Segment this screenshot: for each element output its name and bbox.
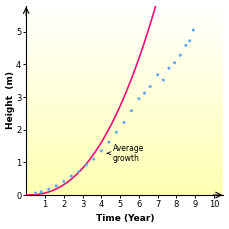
Point [92,157,96,161]
Bar [26,134,224,138]
Bar [26,85,224,89]
Y-axis label: Height  (m): Height (m) [5,71,15,129]
Point [34,191,37,195]
Bar [26,17,224,21]
Bar [26,74,224,78]
Bar [26,32,224,36]
Bar [26,188,224,191]
Point [107,140,111,144]
Point [39,190,43,194]
X-axis label: Time (Year): Time (Year) [95,214,154,224]
Bar [26,78,224,81]
Point [137,97,141,101]
Point [122,121,126,124]
Bar [26,55,224,59]
Point [156,73,160,77]
Bar [26,96,224,100]
Bar [26,180,224,184]
Point [47,187,51,191]
Bar [26,184,224,188]
Bar [26,191,224,195]
Point [77,170,81,173]
Bar [26,28,224,32]
Bar [26,51,224,55]
Point [99,149,103,153]
Bar [26,165,224,169]
Bar [26,100,224,104]
Bar [26,123,224,127]
Bar [26,112,224,115]
Bar [26,36,224,40]
Bar [26,81,224,85]
Bar [26,150,224,153]
Point [161,78,165,82]
Point [85,163,88,167]
Bar [26,40,224,44]
Bar [26,5,224,9]
Point [188,39,191,43]
Bar [26,142,224,146]
Bar [26,153,224,157]
Bar [26,59,224,62]
Bar [26,21,224,25]
Bar [26,89,224,93]
Point [167,66,171,70]
Bar [26,66,224,70]
Point [191,28,195,32]
Bar [26,176,224,180]
Bar [26,169,224,172]
Bar [26,70,224,74]
Bar [26,13,224,17]
Bar [26,138,224,142]
Bar [26,62,224,66]
Text: Average
growth: Average growth [107,144,144,163]
Bar [26,108,224,112]
Bar [26,25,224,28]
Bar [26,44,224,47]
Point [62,180,65,183]
Point [143,91,146,95]
Point [178,53,182,57]
Bar [26,131,224,134]
Bar [26,104,224,108]
Bar [26,161,224,165]
Bar [26,47,224,51]
Bar [26,115,224,119]
Point [114,131,118,134]
Point [55,184,58,188]
Bar [26,9,224,13]
Bar [26,119,224,123]
Bar [26,146,224,150]
Point [184,44,188,47]
Point [69,174,73,178]
Bar [26,93,224,96]
Bar [26,127,224,131]
Bar [26,172,224,176]
Point [173,61,176,65]
Point [148,85,152,88]
Bar [26,157,224,161]
Point [130,109,133,113]
